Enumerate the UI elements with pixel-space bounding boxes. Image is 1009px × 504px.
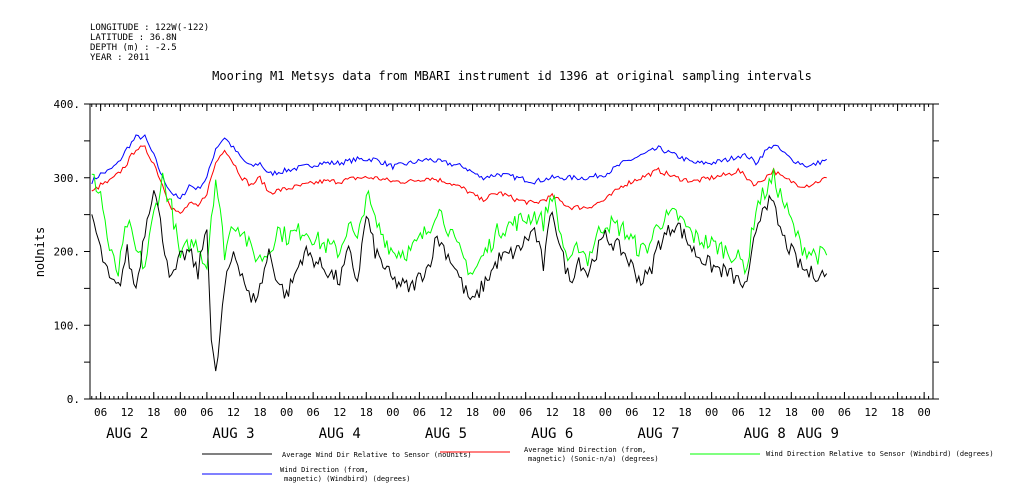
x-tick-label: 18: [891, 406, 904, 419]
x-tick-label: 00: [705, 406, 718, 419]
y-tick-label: 0.: [67, 393, 80, 406]
y-tick-label: 200.: [54, 246, 81, 259]
header-longitude: LONGITUDE : 122W(-122): [90, 23, 209, 33]
x-tick-label: 12: [652, 406, 665, 419]
legend-label-relative-sensor: Average Wind Dir Relative to Sensor (noU…: [282, 451, 472, 459]
x-tick-label: 12: [758, 406, 771, 419]
x-tick-label: 12: [121, 406, 134, 419]
x-tick-label: 18: [253, 406, 266, 419]
y-axis-label: noUnits: [33, 227, 47, 278]
x-date-label: AUG 5: [425, 426, 467, 442]
x-tick-label: 00: [174, 406, 187, 419]
x-tick-label: 00: [280, 406, 293, 419]
x-tick-label: 18: [147, 406, 160, 419]
legend-label-windbird-direction: Wind Direction (from, magnetic) (Windbir…: [280, 466, 410, 483]
axes-layer: 06 12 18 00 06 12 18 00 06 12 18 00 06 12 18 00 06 12 18 00…: [54, 98, 939, 442]
x-tick-label: 18: [572, 406, 585, 419]
legend-label-sonic-line1: Average Wind Direction (from,: [524, 446, 646, 454]
x-tick-label: 12: [546, 406, 559, 419]
x-minor-ticks: [91, 104, 934, 399]
x-tick-label: 06: [625, 406, 638, 419]
x-tick-label: 12: [227, 406, 240, 419]
series-line-0: [91, 190, 828, 372]
series-line-2: [91, 168, 828, 277]
x-tick-label: 18: [360, 406, 373, 419]
header-depth: DEPTH (m) : -2.5: [90, 43, 177, 53]
x-date-label: AUG 8: [744, 426, 786, 442]
y-tick-label: 400.: [54, 98, 81, 111]
x-tick-label: 06: [519, 406, 532, 419]
x-tick-label: 00: [918, 406, 931, 419]
y-ticks: [84, 103, 939, 400]
x-date-label: AUG 9: [797, 426, 839, 442]
legend-label-windbird-relative: Wind Direction Relative to Sensor (Windb…: [766, 450, 994, 458]
x-tick-label: 12: [439, 406, 452, 419]
x-tick-label: 00: [599, 406, 612, 419]
y-tick-label: 300.: [54, 172, 81, 185]
x-date-label: AUG 4: [319, 426, 361, 442]
chart-title: Mooring M1 Metsys data from MBARI instru…: [212, 69, 812, 83]
series-layer: [91, 134, 828, 372]
x-tick-label: 12: [864, 406, 877, 419]
x-tick-label: 06: [200, 406, 213, 419]
x-tick-label: 18: [466, 406, 479, 419]
x-tick-label: 18: [785, 406, 798, 419]
metadata-header: LONGITUDE : 122W(-122) LATITUDE : 36.8N …: [90, 23, 209, 63]
x-tick-label: 06: [307, 406, 320, 419]
x-tick-label: 06: [838, 406, 851, 419]
x-tick-label: 12: [333, 406, 346, 419]
x-tick-label: 00: [386, 406, 399, 419]
x-tick-label: 00: [811, 406, 824, 419]
x-date-label: AUG 3: [212, 426, 254, 442]
header-year: YEAR : 2011: [90, 53, 150, 63]
x-tick-label: 06: [732, 406, 745, 419]
series-line-3: [91, 134, 827, 200]
x-date-label: AUG 7: [637, 426, 679, 442]
legend-label-sonic-line2: magnetic) (Sonic-n/a) (degrees): [528, 455, 659, 463]
x-tick-label: 00: [492, 406, 505, 419]
legend-label-windbird-line1: Wind Direction (from,: [280, 466, 369, 474]
legend-label-sonic-direction: Average Wind Direction (from, magnetic) …: [524, 446, 659, 463]
legend-label-windbird-line2: magnetic) (Windbird) (degrees): [284, 475, 410, 483]
legend: Average Wind Dir Relative to Sensor (noU…: [202, 446, 994, 483]
x-tick-label: 06: [413, 406, 426, 419]
series-line-1: [91, 145, 827, 215]
x-date-label: AUG 2: [106, 426, 148, 442]
x-tick-label: 18: [678, 406, 691, 419]
y-tick-label: 100.: [54, 319, 81, 332]
header-latitude: LATITUDE : 36.8N: [90, 33, 177, 43]
x-tick-label: 06: [94, 406, 107, 419]
x-date-label: AUG 6: [531, 426, 573, 442]
